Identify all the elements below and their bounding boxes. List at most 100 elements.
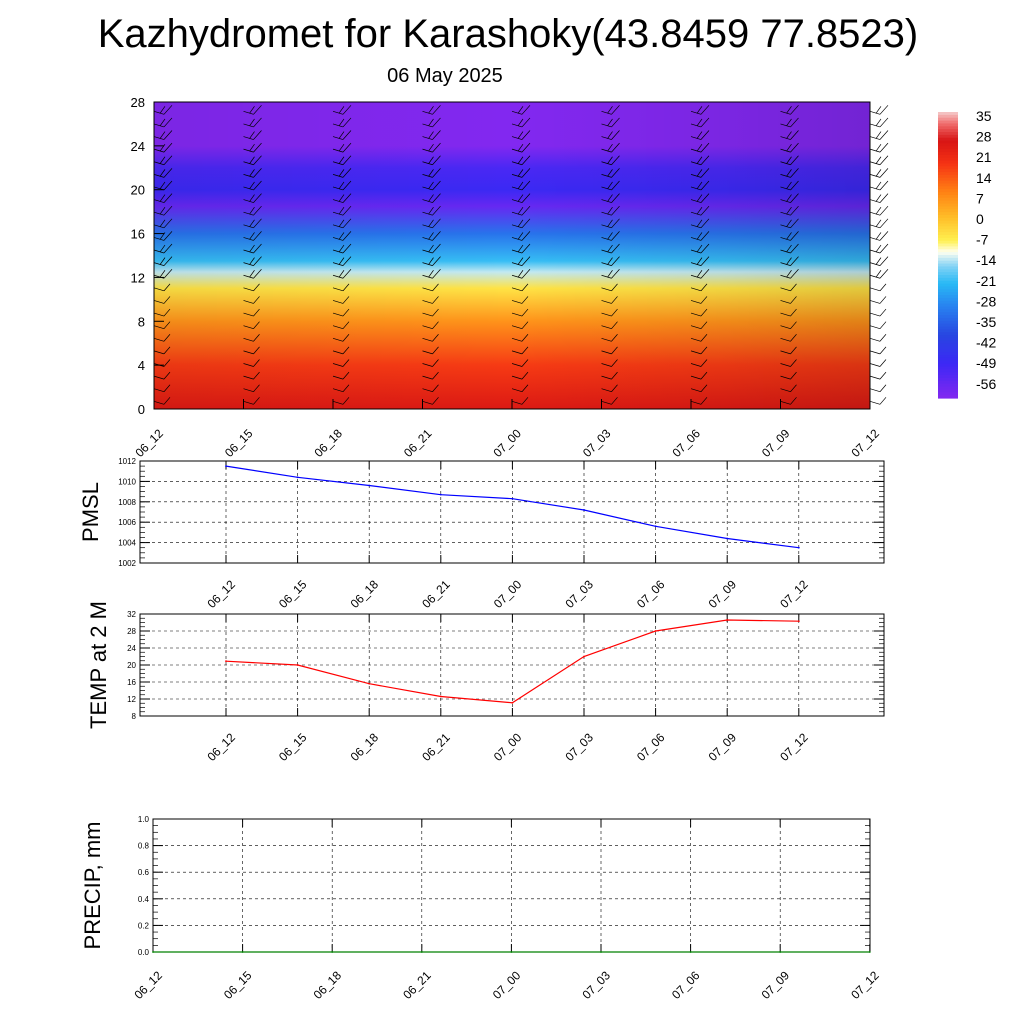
colorbar-bin — [938, 337, 958, 342]
y-tick-label: 1006 — [118, 518, 136, 527]
colorbar-bin — [938, 143, 958, 147]
wind-barb — [332, 142, 352, 153]
data-point — [241, 951, 244, 953]
colorbar-bin — [938, 229, 958, 233]
data-point — [583, 655, 585, 658]
wind-barb — [869, 130, 889, 140]
colorbar-bin — [938, 320, 958, 325]
colorbar-bin — [938, 377, 958, 382]
wind-barb — [511, 168, 531, 178]
wind-barb — [422, 117, 441, 128]
wind-barb — [780, 130, 799, 140]
wind-barb — [601, 346, 618, 355]
colorbar-bin — [938, 197, 958, 202]
wind-barb — [243, 334, 260, 342]
colorbar-label: -56 — [976, 376, 996, 392]
colorbar-bin — [938, 157, 958, 162]
wind-barb — [690, 283, 708, 292]
colorbar-bin — [938, 174, 958, 179]
data-point — [654, 630, 657, 632]
x-tick-label: 07_00 — [491, 577, 525, 611]
wind-barb — [869, 346, 887, 355]
y-tick-label: 0.4 — [138, 895, 150, 904]
colorbar-bin — [938, 234, 958, 239]
y-tick-label: 1010 — [118, 477, 136, 486]
wind-barb — [511, 384, 529, 393]
wind-barb — [690, 346, 708, 355]
wind-barb — [243, 397, 260, 405]
wind-barb — [243, 117, 262, 128]
temperature-shading — [154, 102, 870, 409]
wind-barb — [511, 321, 529, 330]
wind-barb — [153, 256, 173, 266]
y-tick-label: 20 — [131, 183, 145, 198]
wind-barb — [780, 142, 799, 153]
colorbar-label: 28 — [976, 129, 992, 145]
wind-barb — [869, 321, 887, 330]
colorbar-label: 14 — [976, 170, 992, 186]
colorbar-bin — [938, 375, 958, 379]
wind-barb — [690, 334, 708, 342]
wind-barb — [422, 308, 439, 317]
x-tick-label: 06_18 — [348, 730, 382, 764]
wind-barb — [332, 231, 352, 241]
colorbar-bin — [938, 366, 958, 370]
data-point — [511, 701, 514, 704]
wind-barb — [780, 205, 799, 216]
y-tick-label: 1004 — [118, 539, 136, 548]
y-tick-label: 28 — [127, 627, 136, 636]
y-tick-label: 12 — [131, 270, 145, 285]
wind-barb — [780, 117, 799, 128]
wind-barb — [511, 193, 531, 203]
wind-barb — [601, 218, 620, 229]
wind-barb — [601, 397, 618, 405]
wind-barb — [243, 243, 262, 254]
colorbar-bin — [938, 123, 958, 127]
wind-barb — [332, 321, 350, 330]
y-tick-label: 24 — [131, 139, 145, 154]
wind-barb — [601, 371, 618, 380]
x-tick-label: 07_09 — [759, 426, 793, 460]
colorbar-bin — [938, 272, 958, 276]
x-tick-label: 07_03 — [562, 730, 596, 764]
wind-barb — [511, 231, 531, 241]
y-tick-label: 4 — [138, 358, 145, 373]
wind-barb — [780, 218, 799, 229]
wind-barb — [601, 105, 620, 115]
colorbar-bin — [938, 260, 958, 265]
x-tick-label: 06_15 — [221, 968, 255, 1002]
wind-barb — [243, 218, 262, 229]
wind-barb — [601, 180, 620, 191]
data-point — [439, 493, 442, 496]
colorbar-bin — [938, 112, 958, 116]
precip-panel: 0.0 0.2 0.4 0.6 0.8 1.0 06_12 06_15 06_18 06_21 07… — [80, 815, 882, 1002]
x-tick-label: 06_12 — [131, 968, 165, 1002]
wind-barb — [243, 193, 262, 203]
data-point — [797, 546, 800, 549]
wind-barb — [780, 256, 799, 266]
colorbar-label: 35 — [976, 108, 992, 124]
wind-barb — [601, 256, 620, 266]
colorbar-bin — [938, 317, 958, 322]
colorbar-bin — [938, 300, 958, 305]
colorbar-bin — [938, 357, 958, 362]
wind-barb — [511, 283, 529, 292]
wind-barb — [422, 334, 439, 342]
colorbar-bin — [938, 163, 958, 167]
wind-barb — [690, 117, 710, 128]
data-point — [600, 951, 602, 953]
wind-barb — [511, 180, 531, 191]
wind-barb — [511, 142, 531, 153]
wind-barb — [869, 105, 889, 115]
wind-barb — [869, 142, 889, 153]
wind-barb — [332, 205, 352, 216]
y-tick-label: 1012 — [118, 457, 136, 466]
data-point — [439, 695, 442, 698]
colorbar-bin — [938, 395, 958, 399]
colorbar-bin — [938, 232, 958, 236]
wind-barb — [869, 384, 887, 393]
wind-barb — [780, 155, 799, 166]
wind-barb — [332, 168, 352, 178]
x-tick-label: 07_03 — [580, 426, 614, 460]
